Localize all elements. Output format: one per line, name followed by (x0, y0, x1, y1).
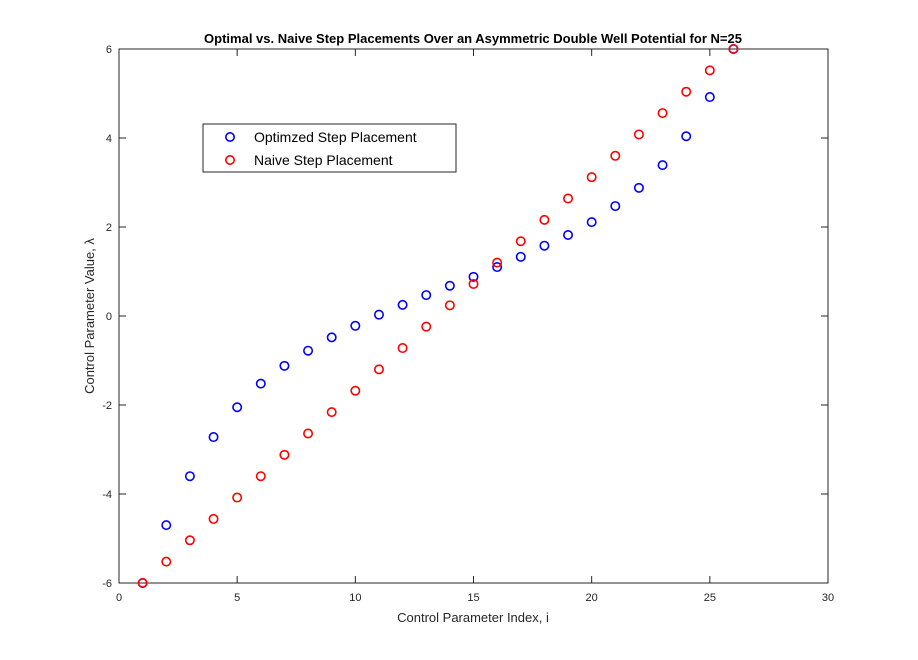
x-axis: 0 5 10 15 20 25 30 (116, 49, 834, 604)
y-tick-label: 4 (106, 133, 112, 145)
y-tick-label: 0 (106, 311, 112, 323)
optimized-point (586, 217, 597, 228)
naive-point (184, 535, 195, 546)
naive-point (255, 471, 266, 482)
naive-point (610, 150, 621, 161)
y-tick-label: -6 (102, 578, 112, 590)
optimized-point (232, 402, 243, 413)
legend-box (202, 123, 457, 173)
y-tick-label: -4 (102, 489, 112, 501)
optimized-point (397, 299, 408, 310)
data-points (137, 43, 739, 588)
series-naive (137, 43, 739, 588)
optimized-point (350, 320, 361, 331)
x-tick-label: 15 (467, 592, 479, 604)
naive-point (397, 343, 408, 354)
naive-point (515, 236, 526, 247)
naive-point (704, 65, 715, 76)
y-axis: -6 -4 -2 0 2 4 6 (102, 44, 828, 590)
optimized-point (468, 271, 479, 282)
optimized-point (492, 262, 503, 273)
naive-point (137, 577, 148, 588)
naive-point (326, 407, 337, 418)
y-tick-label: -2 (102, 400, 112, 412)
optimized-point (161, 520, 172, 531)
optimized-point (563, 230, 574, 241)
naive-point (681, 86, 692, 97)
optimized-point (633, 182, 644, 193)
optimized-point (373, 309, 384, 320)
x-tick-label: 10 (349, 592, 361, 604)
naive-point (373, 364, 384, 375)
legend: Optimzed Step Placement Naive Step Place… (202, 123, 457, 173)
naive-point (444, 300, 455, 311)
optimized-point (444, 280, 455, 291)
naive-point (161, 556, 172, 567)
optimized-point (208, 432, 219, 443)
x-tick-label: 0 (116, 592, 122, 604)
naive-point (279, 449, 290, 460)
legend-label-optimized: Optimzed Step Placement (254, 129, 417, 145)
optimized-point (657, 160, 668, 171)
optimized-point (515, 251, 526, 262)
naive-point (492, 257, 503, 268)
naive-point (208, 513, 219, 524)
optimized-point (539, 240, 550, 251)
x-tick-label: 20 (586, 592, 598, 604)
naive-point (468, 278, 479, 289)
chart-title: Optimal vs. Naive Step Placements Over a… (204, 31, 742, 46)
naive-point (350, 385, 361, 396)
y-axis-label: Control Parameter Value, λ (82, 238, 97, 394)
optimized-point (326, 332, 337, 343)
optimized-point (279, 360, 290, 371)
legend-marker-optimized (225, 132, 236, 143)
x-axis-label: Control Parameter Index, i (397, 610, 549, 625)
naive-point (303, 428, 314, 439)
optimized-point (610, 201, 621, 212)
naive-point (232, 492, 243, 503)
optimized-point (255, 378, 266, 389)
y-tick-label: 6 (106, 44, 112, 56)
naive-point (563, 193, 574, 204)
legend-marker-naive (225, 155, 236, 166)
x-tick-label: 5 (234, 592, 240, 604)
optimized-point (421, 290, 432, 301)
naive-point (539, 214, 550, 225)
optimized-point (704, 92, 715, 103)
naive-point (586, 172, 597, 183)
y-tick-label: 2 (106, 222, 112, 234)
naive-point (657, 108, 668, 119)
naive-point (633, 129, 644, 140)
naive-point (728, 43, 739, 54)
x-tick-label: 30 (822, 592, 834, 604)
optimized-point (303, 345, 314, 356)
x-tick-label: 25 (704, 592, 716, 604)
naive-point (421, 321, 432, 332)
optimized-point (681, 131, 692, 142)
optimized-point (184, 471, 195, 482)
legend-label-naive: Naive Step Placement (254, 152, 393, 168)
